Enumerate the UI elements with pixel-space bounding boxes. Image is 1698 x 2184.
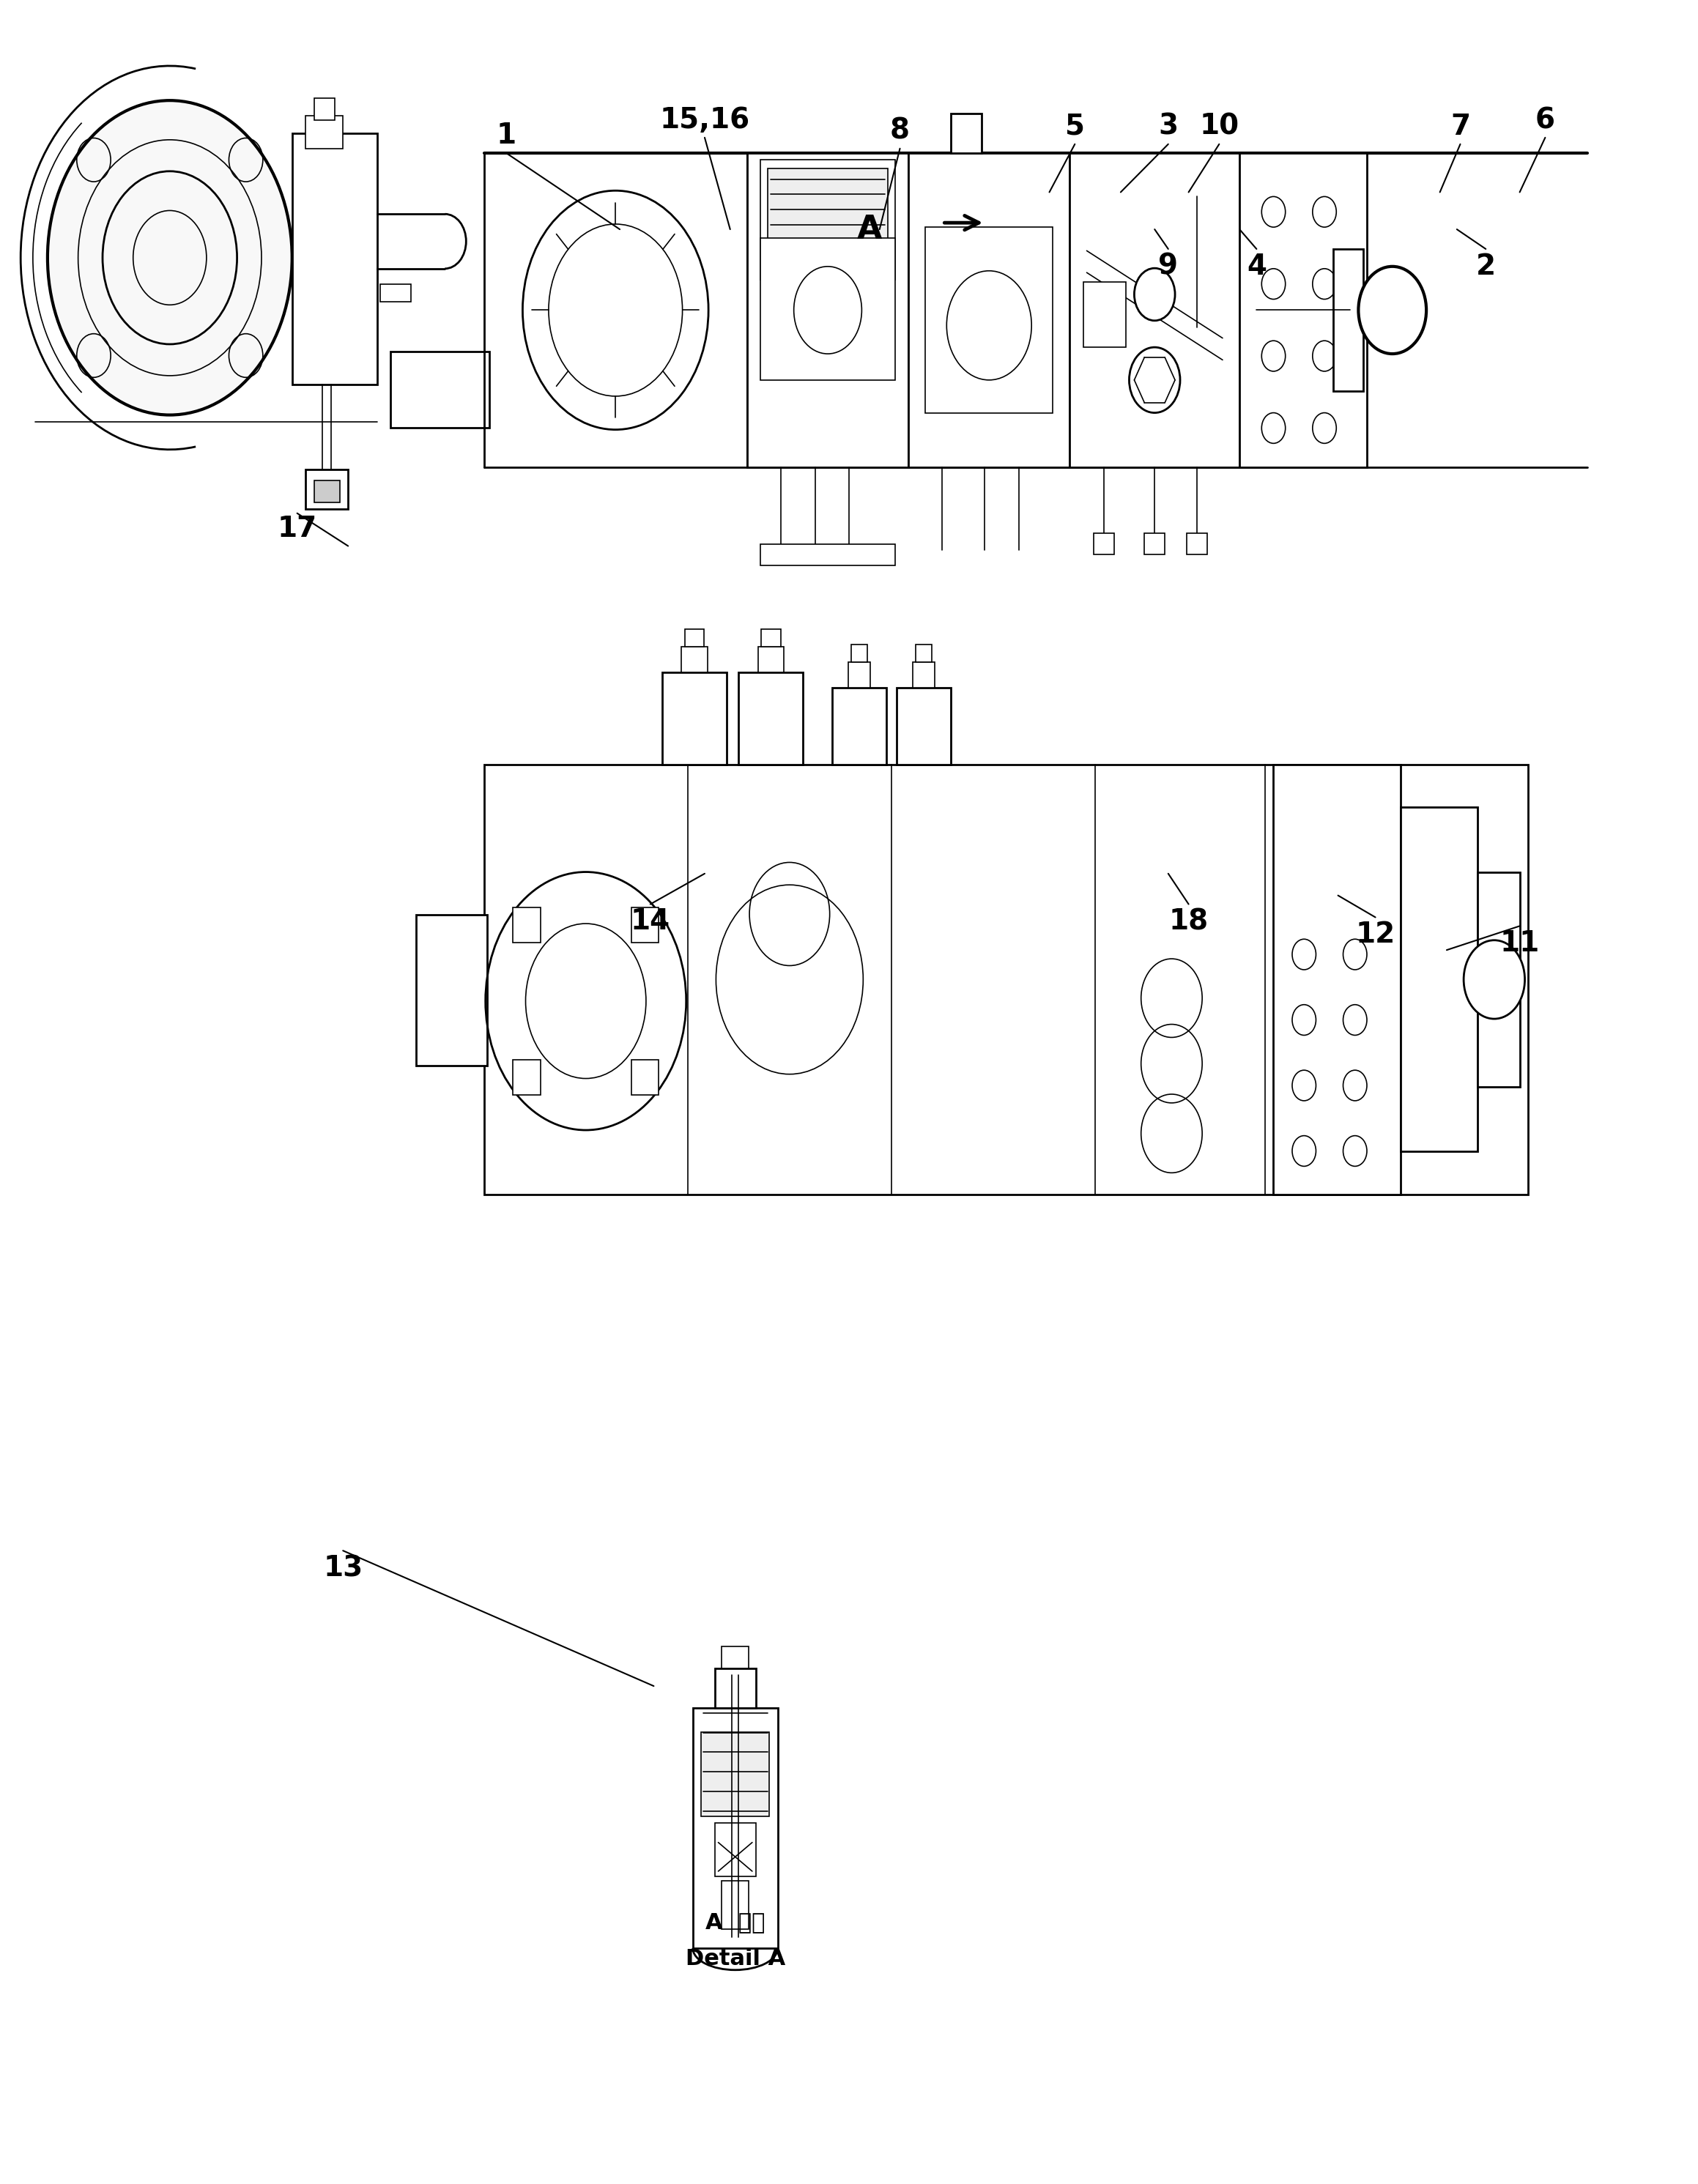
Text: 8: 8 (890, 118, 910, 144)
Text: 13: 13 (323, 1555, 363, 1581)
Text: Detail A: Detail A (686, 1948, 784, 1970)
Bar (416, 915, 487, 1066)
Circle shape (1129, 347, 1180, 413)
Text: 3: 3 (1158, 114, 1178, 140)
Bar (306, 116, 343, 149)
Bar (925, 227, 1053, 413)
Text: A  詳細: A 詳細 (705, 1911, 766, 1933)
Bar (915, 644, 932, 662)
Bar (1094, 533, 1114, 555)
Circle shape (1134, 269, 1175, 321)
Circle shape (48, 100, 292, 415)
Bar (684, 629, 705, 646)
Bar (715, 1669, 756, 1708)
Bar (761, 629, 781, 646)
Text: 4: 4 (1246, 253, 1267, 280)
Bar (306, 470, 348, 509)
Bar (484, 764, 1528, 1195)
Text: 5: 5 (1065, 114, 1085, 140)
Bar (1070, 153, 1240, 467)
Bar (701, 1732, 769, 1817)
Bar (314, 98, 335, 120)
Text: 12: 12 (1355, 922, 1396, 948)
Bar (761, 159, 895, 280)
Bar (897, 688, 951, 764)
Bar (914, 662, 934, 688)
Text: 18: 18 (1168, 909, 1209, 935)
Text: 2: 2 (1476, 253, 1496, 280)
Bar (951, 114, 981, 153)
Text: 9: 9 (1158, 253, 1178, 280)
Bar (513, 1059, 540, 1094)
Text: 6: 6 (1535, 107, 1555, 133)
Text: 17: 17 (277, 515, 318, 542)
Bar (632, 909, 659, 943)
Bar (757, 646, 784, 673)
Text: 14: 14 (630, 909, 671, 935)
Bar (849, 662, 869, 688)
Text: 1: 1 (496, 122, 516, 149)
Circle shape (523, 190, 708, 430)
Text: 15,16: 15,16 (659, 107, 751, 133)
Text: A: A (857, 214, 881, 245)
Bar (1333, 249, 1363, 391)
Text: 10: 10 (1199, 114, 1240, 140)
Bar (1187, 533, 1207, 555)
Bar (632, 1059, 659, 1094)
Bar (747, 153, 908, 467)
Circle shape (1358, 266, 1426, 354)
Bar (1477, 871, 1520, 1088)
Bar (292, 133, 377, 384)
Bar (908, 153, 1070, 467)
Text: 11: 11 (1499, 930, 1540, 957)
Bar (513, 909, 540, 943)
Bar (1401, 808, 1477, 1151)
Bar (1083, 282, 1126, 347)
Text: 7: 7 (1450, 114, 1470, 140)
Bar (715, 1824, 756, 1876)
Bar (1144, 533, 1165, 555)
Bar (1274, 764, 1401, 1195)
Bar (1240, 153, 1367, 467)
Bar (761, 544, 895, 566)
Bar (767, 168, 888, 245)
Bar (761, 238, 895, 380)
Bar (380, 284, 411, 301)
Bar (832, 688, 886, 764)
Bar (851, 644, 868, 662)
Bar (693, 1708, 778, 1948)
Bar (722, 1647, 749, 1669)
Circle shape (1464, 941, 1525, 1018)
Bar (391, 352, 489, 428)
Bar (314, 480, 340, 502)
Bar (739, 673, 803, 764)
Bar (722, 1880, 749, 1928)
Bar (681, 646, 708, 673)
Bar (662, 673, 727, 764)
